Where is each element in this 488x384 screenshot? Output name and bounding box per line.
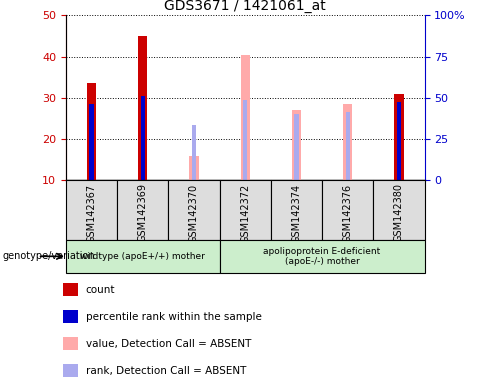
Bar — [117, 180, 168, 240]
Bar — [397, 102, 401, 180]
Bar — [292, 110, 301, 180]
Text: percentile rank within the sample: percentile rank within the sample — [85, 312, 262, 322]
Bar — [271, 180, 322, 240]
Text: GSM142370: GSM142370 — [189, 184, 199, 243]
Text: genotype/variation: genotype/variation — [2, 251, 95, 262]
Bar — [241, 55, 250, 180]
Bar — [66, 180, 117, 240]
Bar — [373, 180, 425, 240]
Bar — [63, 364, 78, 377]
Text: value, Detection Call = ABSENT: value, Detection Call = ABSENT — [85, 339, 251, 349]
Text: GSM142369: GSM142369 — [138, 184, 148, 242]
Text: GSM142367: GSM142367 — [86, 184, 97, 243]
Bar — [294, 114, 299, 180]
Title: GDS3671 / 1421061_at: GDS3671 / 1421061_at — [164, 0, 326, 13]
Bar — [87, 83, 96, 180]
Bar — [138, 36, 147, 180]
Bar — [63, 310, 78, 323]
Text: GSM142376: GSM142376 — [343, 184, 353, 243]
Text: GSM142372: GSM142372 — [240, 184, 250, 243]
Bar — [63, 283, 78, 296]
Bar — [394, 94, 404, 180]
Bar — [322, 180, 373, 240]
Bar — [346, 113, 350, 180]
Bar — [243, 100, 247, 180]
Text: apolipoprotein E-deficient
(apoE-/-) mother: apolipoprotein E-deficient (apoE-/-) mot… — [264, 247, 381, 266]
Text: wildtype (apoE+/+) mother: wildtype (apoE+/+) mother — [81, 252, 205, 261]
Text: GSM142374: GSM142374 — [291, 184, 302, 243]
Text: GSM142380: GSM142380 — [394, 184, 404, 242]
Bar — [343, 104, 352, 180]
Bar — [63, 337, 78, 350]
Bar — [168, 180, 220, 240]
Bar — [141, 96, 145, 180]
Bar — [189, 156, 199, 180]
Text: rank, Detection Call = ABSENT: rank, Detection Call = ABSENT — [85, 366, 246, 376]
Text: count: count — [85, 285, 115, 295]
Bar — [192, 125, 196, 180]
Bar — [66, 240, 220, 273]
Bar — [220, 240, 425, 273]
Bar — [220, 180, 271, 240]
Bar — [89, 104, 94, 180]
